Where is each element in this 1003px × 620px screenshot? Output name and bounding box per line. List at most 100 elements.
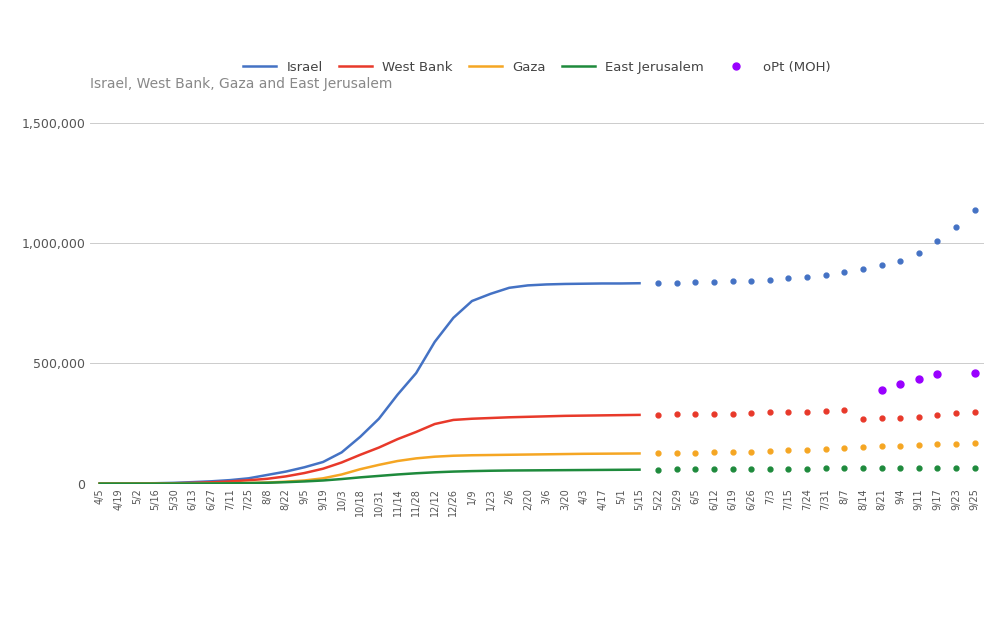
West Bank xyxy=(224,478,236,485)
West Bank xyxy=(298,469,310,477)
Gaza xyxy=(503,451,515,459)
Gaza xyxy=(596,450,608,458)
East Jerusalem xyxy=(540,466,552,474)
Line: Israel: Israel xyxy=(99,283,639,484)
Gaza xyxy=(465,451,477,459)
East Jerusalem xyxy=(187,480,199,487)
Gaza xyxy=(484,451,496,459)
Line: West Bank: West Bank xyxy=(99,415,639,484)
East Jerusalem xyxy=(522,467,534,474)
Israel xyxy=(447,314,459,322)
Gaza xyxy=(206,480,218,487)
Israel xyxy=(633,280,645,287)
West Bank xyxy=(317,465,329,472)
Gaza xyxy=(522,451,534,458)
Text: Israel, West Bank, Gaza and East Jerusalem: Israel, West Bank, Gaza and East Jerusal… xyxy=(90,77,392,91)
Israel xyxy=(298,464,310,471)
West Bank xyxy=(168,479,180,487)
West Bank xyxy=(130,480,142,487)
West Bank xyxy=(559,412,571,420)
Israel xyxy=(391,391,403,399)
East Jerusalem xyxy=(372,472,384,480)
Israel xyxy=(149,479,161,487)
Gaza xyxy=(224,479,236,487)
East Jerusalem xyxy=(465,467,477,475)
Gaza xyxy=(149,480,161,487)
Gaza xyxy=(391,458,403,465)
Israel xyxy=(206,477,218,485)
East Jerusalem xyxy=(298,478,310,485)
Israel xyxy=(168,479,180,487)
East Jerusalem xyxy=(596,466,608,474)
Gaza xyxy=(428,453,440,461)
East Jerusalem xyxy=(224,480,236,487)
Israel xyxy=(317,458,329,466)
East Jerusalem xyxy=(391,471,403,478)
Israel xyxy=(130,480,142,487)
West Bank xyxy=(447,416,459,423)
Israel xyxy=(261,471,273,479)
West Bank xyxy=(577,412,589,419)
oPt (MOH) xyxy=(912,375,924,383)
Gaza xyxy=(559,450,571,458)
Gaza xyxy=(577,450,589,458)
West Bank xyxy=(261,475,273,482)
Gaza xyxy=(335,471,347,478)
East Jerusalem xyxy=(112,480,124,487)
West Bank xyxy=(280,472,292,480)
oPt (MOH) xyxy=(931,371,943,378)
Israel xyxy=(112,480,124,487)
East Jerusalem xyxy=(280,479,292,486)
Israel xyxy=(224,476,236,484)
Gaza xyxy=(614,450,626,458)
Israel xyxy=(372,415,384,422)
Israel xyxy=(577,280,589,288)
East Jerusalem xyxy=(354,474,366,481)
West Bank xyxy=(522,413,534,420)
West Bank xyxy=(112,480,124,487)
East Jerusalem xyxy=(409,469,421,477)
West Bank xyxy=(149,480,161,487)
Israel xyxy=(614,280,626,287)
West Bank xyxy=(540,413,552,420)
Israel xyxy=(522,281,534,289)
Gaza xyxy=(447,452,459,459)
Gaza xyxy=(409,454,421,462)
oPt (MOH) xyxy=(968,370,980,377)
Legend: Israel, West Bank, Gaza, East Jerusalem, oPt (MOH): Israel, West Bank, Gaza, East Jerusalem,… xyxy=(238,56,835,79)
Israel xyxy=(354,433,366,440)
Gaza xyxy=(372,461,384,469)
East Jerusalem xyxy=(206,480,218,487)
Gaza xyxy=(243,479,255,487)
oPt (MOH) xyxy=(894,380,906,388)
East Jerusalem xyxy=(93,480,105,487)
West Bank xyxy=(503,414,515,421)
East Jerusalem xyxy=(335,476,347,483)
Gaza xyxy=(298,477,310,484)
Israel xyxy=(540,281,552,288)
West Bank xyxy=(372,444,384,451)
Israel xyxy=(187,479,199,486)
Gaza xyxy=(112,480,124,487)
West Bank xyxy=(409,428,421,436)
East Jerusalem xyxy=(243,479,255,487)
East Jerusalem xyxy=(614,466,626,474)
Line: East Jerusalem: East Jerusalem xyxy=(99,470,639,484)
East Jerusalem xyxy=(633,466,645,474)
West Bank xyxy=(354,451,366,459)
East Jerusalem xyxy=(447,468,459,476)
Israel xyxy=(335,449,347,456)
West Bank xyxy=(614,412,626,419)
West Bank xyxy=(335,459,347,466)
East Jerusalem xyxy=(559,466,571,474)
Israel xyxy=(596,280,608,287)
Gaza xyxy=(168,480,180,487)
Gaza xyxy=(633,450,645,457)
Line: oPt (MOH): oPt (MOH) xyxy=(878,370,977,393)
East Jerusalem xyxy=(577,466,589,474)
East Jerusalem xyxy=(130,480,142,487)
West Bank xyxy=(187,479,199,487)
East Jerusalem xyxy=(149,480,161,487)
Gaza xyxy=(130,480,142,487)
West Bank xyxy=(391,435,403,443)
